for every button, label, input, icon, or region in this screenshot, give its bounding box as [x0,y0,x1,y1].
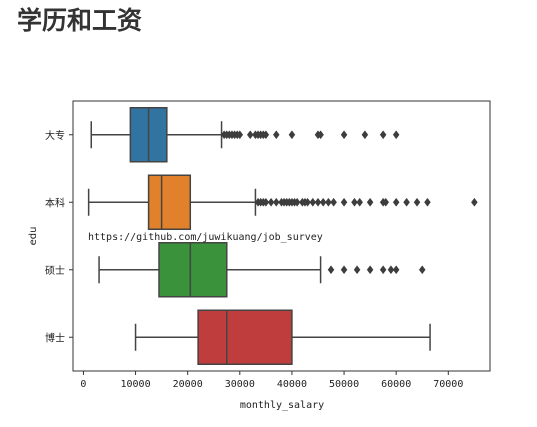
boxes-layer [87,107,478,365]
outlier-marker [424,197,431,207]
x-tick-label: 40000 [277,379,307,390]
x-tick-label: 10000 [120,379,150,390]
outlier-marker [288,130,296,140]
x-tick-label: 50000 [329,379,359,390]
outlier-marker [304,197,311,207]
outlier-marker [340,265,348,275]
outlier-marker [471,197,478,207]
plot-frame [72,100,491,372]
outlier-marker [246,130,254,140]
y-tick-label: 博士 [45,331,65,344]
outlier-marker [262,197,270,207]
iqr-box [197,309,293,365]
outlier-marker [330,197,337,207]
outlier-marker [379,130,387,140]
outlier-marker [272,130,280,140]
outlier-marker [267,197,275,207]
iqr-box [158,242,228,298]
outlier-marker [356,197,364,207]
outlier-marker [314,197,322,207]
outlier-marker [317,130,324,140]
outlier-marker [387,265,395,275]
outlier-marker [361,130,369,140]
x-axis-label: monthly_salary [240,400,324,411]
y-tick-label: 大专 [45,129,65,142]
x-tick-label: 60000 [381,379,411,390]
outlier-marker [325,197,332,207]
source-annotation: https://github.com/juwikuang/job_survey [88,232,323,243]
outlier-marker [366,197,374,207]
outlier-marker [340,197,348,207]
outlier-marker [351,197,358,207]
outlier-marker [327,265,335,275]
outlier-marker [392,197,400,207]
y-tick-label: 本科 [45,196,65,209]
outlier-marker [319,197,327,207]
outlier-marker [272,197,280,207]
outlier-marker [403,197,410,207]
outlier-marker [418,265,426,275]
x-tick-label: 30000 [225,379,255,390]
outlier-marker [293,197,301,207]
outlier-marker [382,197,390,207]
outlier-marker [236,130,244,140]
outlier-marker [392,265,400,275]
box-group-4 [134,309,431,365]
outlier-marker [413,197,421,207]
x-axis-ticks: 0 10000 20000 30000 40000 50000 60000 70000 [80,371,463,390]
x-tick-label: 70000 [433,379,463,390]
page-title: 学历和工资 [17,6,143,35]
box-group-3 [98,242,426,298]
outlier-marker [353,265,361,275]
outlier-marker [262,130,270,140]
outlier-marker [366,265,374,275]
y-tick-label: 硕士 [45,264,65,277]
outlier-marker [379,265,387,275]
outlier-marker [340,130,348,140]
outlier-marker [309,197,317,207]
x-tick-label: 20000 [173,379,203,390]
box-group-1 [90,107,400,163]
outlier-marker [392,130,400,140]
x-tick-label: 0 [80,379,86,390]
y-axis-label: edu [28,227,39,246]
iqr-box [147,174,192,230]
box-group-2 [87,174,478,230]
